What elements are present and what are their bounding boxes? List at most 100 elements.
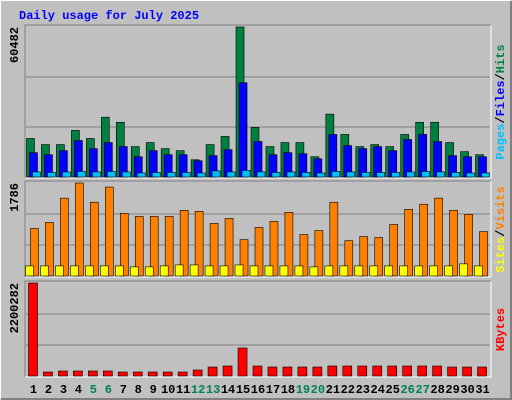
legend-entry: KBytes (494, 308, 508, 351)
bar (284, 212, 294, 277)
x-tick-label: 2 (45, 383, 52, 397)
bar (357, 365, 368, 377)
bar (267, 366, 278, 377)
bar (328, 134, 338, 178)
legend-separator: / (494, 230, 508, 237)
bar (432, 365, 442, 377)
bar (181, 172, 191, 178)
bar (136, 172, 146, 178)
bar (459, 263, 468, 277)
x-tick-label: 15 (236, 383, 250, 397)
bar (354, 265, 364, 277)
bar (389, 224, 399, 277)
bar (147, 371, 158, 377)
bar (294, 265, 304, 277)
y-tick-label: 2200282 (8, 283, 22, 333)
bar (279, 265, 289, 277)
bar (391, 172, 401, 178)
bar (238, 82, 248, 178)
bar (256, 171, 266, 178)
bar (474, 265, 483, 277)
bar (239, 239, 249, 277)
bar (144, 266, 154, 277)
x-tick-label: 3 (60, 383, 67, 397)
bar (342, 365, 353, 377)
bar (88, 370, 98, 377)
x-tick-label: 10 (161, 383, 175, 397)
x-tick-label: 24 (371, 383, 385, 397)
bar (73, 370, 83, 377)
bar (132, 371, 143, 377)
bar (234, 264, 244, 277)
bar (314, 230, 324, 277)
bar (40, 265, 49, 277)
bevel (25, 25, 492, 179)
bar (406, 171, 415, 178)
bar (369, 265, 379, 277)
bar (372, 365, 383, 377)
legend: Pages/Files/Hits (494, 44, 508, 159)
legend-entry: Hits (494, 44, 508, 73)
bar (194, 211, 204, 277)
bevel (25, 281, 492, 378)
x-tick-label: 23 (356, 383, 370, 397)
bar (434, 197, 443, 277)
bar (134, 216, 144, 277)
y-tick-label: 60482 (8, 27, 22, 63)
bar (85, 265, 94, 277)
bar (224, 218, 234, 277)
bar (174, 264, 184, 277)
bar (297, 366, 308, 377)
bar (121, 171, 131, 178)
bar (417, 365, 427, 377)
bar (312, 366, 323, 377)
bar (149, 216, 159, 277)
bar (346, 171, 356, 178)
bar (219, 265, 229, 277)
x-tick-label: 27 (415, 383, 429, 397)
plot-area (24, 280, 492, 378)
bar (464, 214, 473, 277)
legend: KBytes (494, 308, 508, 351)
x-tick-label: 21 (326, 383, 340, 397)
bar (282, 366, 293, 377)
bar (324, 265, 334, 277)
bar (477, 366, 487, 377)
bar (25, 265, 34, 277)
bar (403, 139, 412, 178)
bar (309, 266, 319, 277)
bar (481, 172, 490, 178)
x-tick-label: 7 (120, 383, 127, 397)
bar (196, 172, 206, 178)
bar (45, 222, 54, 277)
bar (90, 201, 99, 277)
x-tick-label: 22 (341, 383, 355, 397)
bar (103, 370, 113, 377)
bar (166, 172, 176, 178)
bar (301, 172, 311, 178)
bar (479, 231, 488, 277)
bar (105, 186, 114, 277)
legend-separator: / (494, 116, 508, 123)
legend-entry: Pages (494, 124, 508, 160)
bar (404, 208, 413, 277)
bar (419, 203, 428, 277)
legend: Sites/Visits (494, 186, 508, 272)
bar (418, 134, 427, 178)
x-tick-label: 16 (251, 383, 265, 397)
x-tick-label: 12 (191, 383, 205, 397)
x-tick-label: 29 (445, 383, 459, 397)
bar (207, 366, 218, 377)
bar (114, 265, 124, 277)
bar (402, 365, 412, 377)
bar (75, 182, 84, 277)
x-tick-label: 28 (430, 383, 444, 397)
bar (414, 265, 423, 277)
bar (466, 172, 475, 178)
bar (271, 172, 281, 178)
bar (77, 171, 86, 178)
x-tick-label: 8 (135, 383, 142, 397)
x-tick-label: 26 (400, 383, 414, 397)
bar (359, 236, 369, 277)
